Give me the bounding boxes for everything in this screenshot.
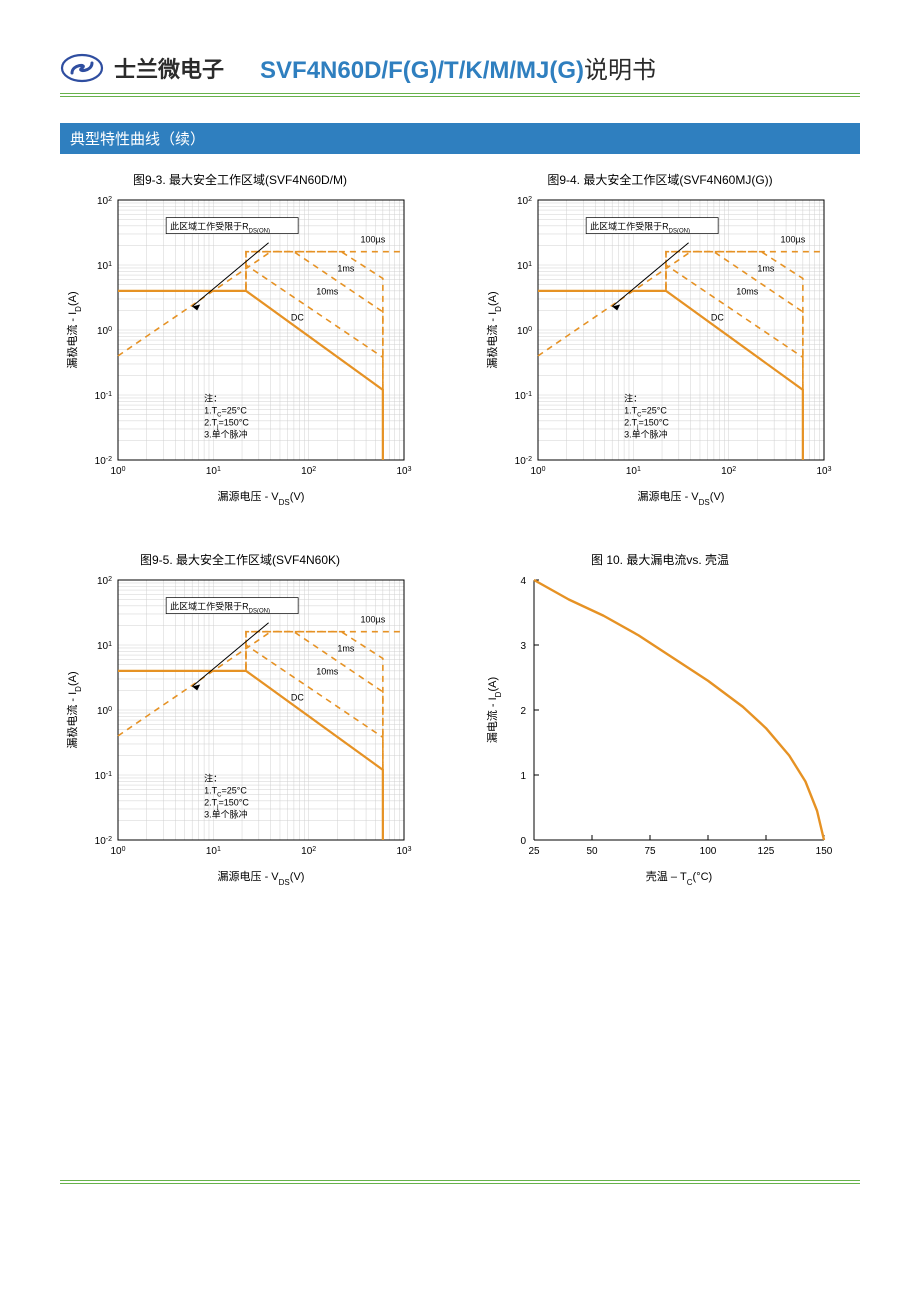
svg-text:100µs: 100µs [361,615,386,625]
svg-text:图9-3. 最大安全工作区域(SVF4N60D/M): 图9-3. 最大安全工作区域(SVF4N60D/M) [133,172,347,187]
header: 士兰微电子 SVF4N60D/F(G)/T/K/M/MJ(G)说明书 [60,50,860,93]
svg-text:图9-5. 最大安全工作区域(SVF4N60K): 图9-5. 最大安全工作区域(SVF4N60K) [140,552,340,567]
svg-text:101: 101 [626,466,641,478]
svg-text:100µs: 100µs [781,235,806,245]
svg-text:1ms: 1ms [337,263,355,273]
brand-name: 士兰微电子 [114,52,224,84]
svg-text:DC: DC [711,313,724,323]
brand-logo-icon [60,53,104,83]
svg-text:100: 100 [97,326,112,338]
svg-text:100: 100 [517,326,532,338]
svg-text:10ms: 10ms [316,667,339,677]
svg-text:DC: DC [291,313,304,323]
svg-text:150: 150 [816,846,833,857]
svg-text:10-2: 10-2 [95,456,112,468]
svg-text:3.单个脉冲: 3.单个脉冲 [624,428,668,439]
svg-text:漏电流 - ID(A): 漏电流 - ID(A) [485,677,503,743]
svg-text:4: 4 [520,576,526,587]
svg-text:102: 102 [517,196,532,208]
svg-text:101: 101 [97,641,112,653]
svg-text:漏源电压 - VDS(V): 漏源电压 - VDS(V) [638,489,725,507]
svg-text:DC: DC [291,693,304,703]
svg-text:漏极电流 - ID(A): 漏极电流 - ID(A) [65,671,83,748]
chart-soa-1: 图9-3. 最大安全工作区域(SVF4N60D/M) 100 101 102 103 10… [60,170,420,510]
svg-text:100: 100 [110,846,125,858]
svg-text:0: 0 [520,836,526,847]
svg-text:103: 103 [396,466,411,478]
chart-soa-3: 图9-5. 最大安全工作区域(SVF4N60K) 100 101 102 103 10-2… [60,550,420,890]
svg-text:100: 100 [110,466,125,478]
svg-text:50: 50 [586,846,598,857]
svg-text:75: 75 [644,846,656,857]
svg-text:101: 101 [97,261,112,273]
svg-text:1ms: 1ms [757,263,775,273]
chart-soa-2: 图9-4. 最大安全工作区域(SVF4N60MJ(G)) 100 101 102 103… [480,170,840,510]
svg-text:漏源电压 - VDS(V): 漏源电压 - VDS(V) [218,489,305,507]
part-number: SVF4N60D/F(G)/T/K/M/MJ(G)说明书 [234,50,656,85]
svg-text:102: 102 [97,196,112,208]
svg-text:10-1: 10-1 [515,391,532,403]
svg-text:2: 2 [520,706,526,717]
svg-text:3.单个脉冲: 3.单个脉冲 [204,808,248,819]
charts-grid: 图9-3. 最大安全工作区域(SVF4N60D/M)10010110210310… [60,170,860,890]
svg-text:3.单个脉冲: 3.单个脉冲 [204,428,248,439]
svg-text:25: 25 [528,846,540,857]
svg-text:图 10. 最大漏电流vs. 壳温: 图 10. 最大漏电流vs. 壳温 [591,553,729,567]
svg-text:102: 102 [301,846,316,858]
svg-text:102: 102 [721,466,736,478]
svg-text:图9-4. 最大安全工作区域(SVF4N60MJ(G)): 图9-4. 最大安全工作区域(SVF4N60MJ(G)) [547,172,772,187]
svg-text:漏源电压 - VDS(V): 漏源电压 - VDS(V) [218,869,305,887]
svg-text:10ms: 10ms [736,287,759,297]
svg-text:10-2: 10-2 [515,456,532,468]
svg-text:125: 125 [758,846,775,857]
svg-text:100: 100 [530,466,545,478]
header-divider [60,93,860,97]
svg-text:102: 102 [97,576,112,588]
svg-text:注：: 注： [204,772,222,783]
svg-text:10ms: 10ms [316,287,339,297]
svg-text:103: 103 [816,466,831,478]
svg-text:101: 101 [206,846,221,858]
svg-text:漏极电流 - ID(A): 漏极电流 - ID(A) [65,291,83,368]
svg-text:1: 1 [520,771,526,782]
svg-text:10-1: 10-1 [95,771,112,783]
svg-text:10-2: 10-2 [95,836,112,848]
svg-text:100: 100 [700,846,717,857]
svg-text:100: 100 [97,706,112,718]
footer-divider [60,1180,860,1184]
svg-text:100µs: 100µs [361,235,386,245]
svg-text:壳温 – TC(°C): 壳温 – TC(°C) [646,869,712,887]
section-title: 典型特性曲线（续） [60,123,860,154]
svg-text:10-1: 10-1 [95,391,112,403]
svg-text:注：: 注： [204,392,222,403]
svg-text:103: 103 [396,846,411,858]
svg-text:101: 101 [517,261,532,273]
svg-text:1ms: 1ms [337,643,355,653]
svg-text:3: 3 [520,641,526,652]
svg-text:注：: 注： [624,392,642,403]
svg-text:漏极电流 - ID(A): 漏极电流 - ID(A) [485,291,503,368]
svg-text:102: 102 [301,466,316,478]
chart-id-vs-tc: 图 10. 最大漏电流vs. 壳温 25 50 75 100 125 150 0 1 2 3 4 壳温 … [480,550,840,890]
svg-text:101: 101 [206,466,221,478]
